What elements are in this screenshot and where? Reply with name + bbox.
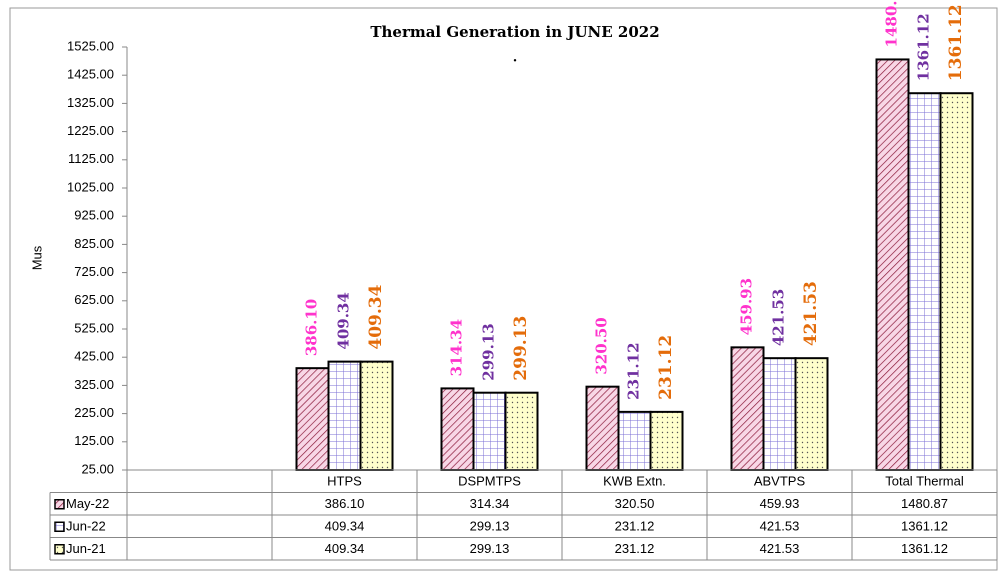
- y-tick-label: 325.00: [74, 377, 114, 392]
- table-value: 421.53: [760, 519, 800, 534]
- legend-swatch: [54, 521, 65, 532]
- table-value: 231.12: [615, 541, 655, 556]
- table-value: 386.10: [325, 496, 365, 511]
- data-label: 409.34: [366, 284, 386, 349]
- legend-label: Jun-22: [66, 519, 106, 534]
- table-value: 1361.12: [901, 541, 948, 556]
- bar: [875, 58, 910, 471]
- bar: [504, 391, 539, 471]
- y-tick-label: 625.00: [74, 292, 114, 307]
- bar: [585, 385, 620, 472]
- data-label: 1480.87: [883, 0, 901, 47]
- y-tick-label: 1125.00: [68, 151, 114, 166]
- table-value: 409.34: [325, 541, 365, 556]
- data-label: 1361.12: [915, 13, 933, 81]
- y-tick-label: 925.00: [74, 208, 114, 223]
- bar: [472, 391, 507, 471]
- data-label: 1361.12: [946, 4, 966, 81]
- y-tick-label: 1425.00: [67, 67, 114, 82]
- chart-title: Thermal Generation in JUNE 2022: [370, 23, 659, 41]
- y-tick-label: 525.00: [74, 320, 114, 335]
- bar: [939, 92, 974, 471]
- data-label: 299.13: [511, 316, 531, 381]
- chart-subtitle: .: [513, 51, 518, 66]
- data-label: 314.34: [448, 319, 466, 376]
- data-label: 299.13: [480, 323, 498, 380]
- data-label: 459.93: [738, 278, 756, 335]
- bar: [730, 346, 765, 471]
- bar: [440, 387, 475, 472]
- table-value: 1480.87: [901, 496, 948, 511]
- y-tick-label: 25.00: [81, 461, 114, 476]
- bar: [762, 357, 797, 471]
- legend-swatch: [54, 499, 65, 510]
- legend-label: May-22: [66, 496, 109, 511]
- table-value: 421.53: [760, 541, 800, 556]
- y-tick-label: 1025.00: [67, 179, 114, 194]
- bar: [617, 410, 652, 471]
- table-value: 459.93: [760, 496, 800, 511]
- y-tick-label: 825.00: [74, 236, 114, 251]
- bar: [794, 357, 829, 471]
- chart-border: [9, 7, 998, 571]
- table-value: 314.34: [470, 496, 510, 511]
- y-axis-label: Mus: [29, 245, 44, 270]
- y-tick-label: 1225.00: [67, 123, 114, 138]
- x-tick-label: ABVTPS: [754, 474, 806, 489]
- data-label: 320.50: [593, 317, 611, 374]
- table-value: 299.13: [470, 541, 510, 556]
- bar: [359, 360, 394, 471]
- table-value: 1361.12: [901, 519, 948, 534]
- bar: [295, 367, 330, 471]
- table-value: 320.50: [615, 496, 655, 511]
- y-tick-label: 125.00: [74, 433, 114, 448]
- table-value: 409.34: [325, 519, 365, 534]
- x-tick-label: Total Thermal: [885, 474, 964, 489]
- x-tick-label: HTPS: [327, 474, 362, 489]
- bar: [649, 410, 684, 471]
- data-label: 231.12: [656, 335, 676, 400]
- bar: [907, 92, 942, 471]
- y-tick-label: 1325.00: [67, 95, 114, 110]
- data-label: 421.53: [801, 281, 821, 346]
- data-label: 421.53: [770, 289, 788, 346]
- table-value: 231.12: [615, 519, 655, 534]
- data-label: 231.12: [625, 342, 643, 399]
- legend-label: Jun-21: [66, 541, 106, 556]
- data-label: 409.34: [335, 292, 353, 349]
- x-tick-label: DSPMTPS: [458, 474, 521, 489]
- y-tick-label: 225.00: [74, 405, 114, 420]
- table-value: 299.13: [470, 519, 510, 534]
- data-label: 386.10: [303, 299, 321, 356]
- bar: [327, 360, 362, 471]
- y-tick-label: 425.00: [74, 349, 114, 364]
- x-tick-label: KWB Extn.: [603, 474, 666, 489]
- legend-swatch: [54, 544, 65, 555]
- y-tick-label: 725.00: [74, 264, 114, 279]
- y-tick-label: 1525.00: [67, 38, 114, 53]
